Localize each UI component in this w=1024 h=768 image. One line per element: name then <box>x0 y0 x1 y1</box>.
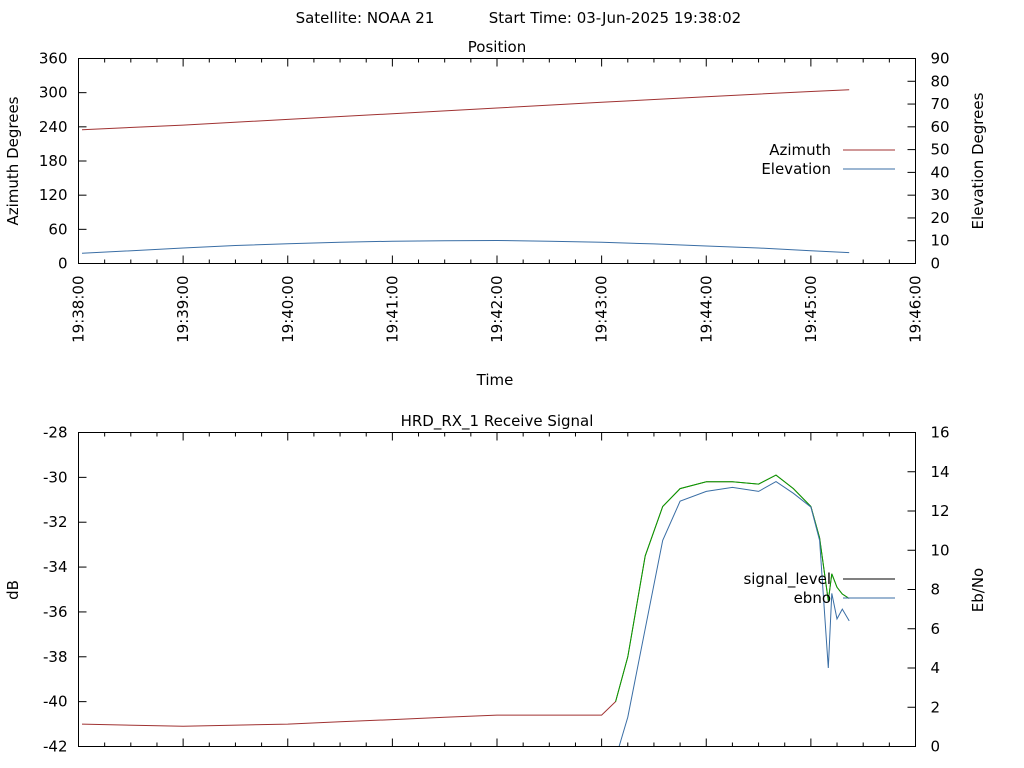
signal-chart-title: HRD_RX_1 Receive Signal <box>401 412 594 431</box>
series-line-ebno <box>618 481 850 747</box>
y2-tick-label: 90 <box>931 50 950 68</box>
y-tick-label: 240 <box>39 118 68 136</box>
start-time-label: Start Time: 03-Jun-2025 19:38:02 <box>489 9 741 27</box>
position-chart-y2-axis-label: Elevation Degrees <box>969 92 987 229</box>
y-tick-label: -28 <box>43 424 68 442</box>
y-tick-label: 0 <box>58 255 68 273</box>
signal-chart-y2-axis-label: Eb/No <box>969 568 987 612</box>
y2-tick-label: 60 <box>931 118 950 136</box>
y-tick-label: 180 <box>39 152 68 170</box>
position-chart: Position Time Azimuth Degrees Elevation … <box>4 38 987 389</box>
legend-label-elevation: Elevation <box>761 160 831 178</box>
position-chart-frame <box>78 58 916 264</box>
series-line-azimuth <box>81 89 850 131</box>
x-tick-label: 19:39:00 <box>174 276 192 343</box>
x-tick-label: 19:43:00 <box>593 276 611 343</box>
y2-tick-label: 2 <box>931 698 941 716</box>
position-chart-series <box>81 89 850 254</box>
legend-label-ebno: ebno <box>794 589 831 607</box>
position-chart-ticks: 19:38:00 19:39:00 19:40:00 19:41:00 19:42:00… <box>39 50 950 343</box>
y2-tick-label: 70 <box>931 95 950 113</box>
y2-tick-label: 30 <box>931 186 950 204</box>
y-tick-label: -42 <box>43 738 68 756</box>
x-tick-label: 19:42:00 <box>488 276 506 343</box>
y-tick-label: -30 <box>43 468 68 486</box>
y-tick-label: -32 <box>43 513 68 531</box>
x-tick-label: 19:38:00 <box>70 276 88 343</box>
x-tick-label: 19:40:00 <box>279 276 297 343</box>
y2-tick-label: 0 <box>931 255 941 273</box>
y2-tick-label: 16 <box>931 424 950 442</box>
position-chart-title: Position <box>468 38 526 56</box>
signal-chart-ticks: -42 -40 -38 -36 -34 -32 -30 -28 0 2 4 6 8 10 12 14 16 <box>43 424 950 756</box>
y-tick-label: 300 <box>39 84 68 102</box>
series-line-signal-level-high <box>615 474 850 702</box>
y2-tick-label: 4 <box>931 659 941 677</box>
y-tick-label: -36 <box>43 603 68 621</box>
legend-label-signal-level: signal_level <box>743 570 831 589</box>
y2-tick-label: 50 <box>931 141 950 159</box>
x-tick-label: 19:46:00 <box>907 276 925 343</box>
x-tick-label: 19:41:00 <box>383 276 401 343</box>
y-tick-label: -40 <box>43 693 68 711</box>
y-tick-label: -38 <box>43 648 68 666</box>
x-tick-label: 19:45:00 <box>802 276 820 343</box>
y2-tick-label: 8 <box>931 581 941 599</box>
y2-tick-label: 80 <box>931 72 950 90</box>
y2-tick-label: 12 <box>931 502 950 520</box>
y2-tick-label: 20 <box>931 209 950 227</box>
series-line-elevation <box>81 239 850 254</box>
y2-tick-label: 40 <box>931 163 950 181</box>
signal-chart-y-axis-label: dB <box>4 580 22 600</box>
position-chart-y-axis-label: Azimuth Degrees <box>4 96 22 225</box>
satellite-label: Satellite: NOAA 21 <box>296 9 435 27</box>
position-chart-x-axis-label: Time <box>476 371 514 389</box>
y-tick-label: -34 <box>43 558 68 576</box>
x-tick-label: 19:44:00 <box>697 276 715 343</box>
y2-tick-label: 10 <box>931 232 950 250</box>
y2-tick-label: 0 <box>931 738 941 756</box>
y2-tick-label: 14 <box>931 463 950 481</box>
series-line-signal-level <box>81 474 850 727</box>
y2-tick-label: 6 <box>931 620 941 638</box>
legend-label-azimuth: Azimuth <box>769 141 831 159</box>
signal-chart-series <box>81 474 850 747</box>
signal-chart-frame <box>78 432 916 747</box>
y-tick-label: 360 <box>39 50 68 68</box>
y2-tick-label: 10 <box>931 541 950 559</box>
y-tick-label: 120 <box>39 186 68 204</box>
signal-chart: HRD_RX_1 Receive Signal dB Eb/No -42-40-… <box>4 412 987 756</box>
y-tick-label: 60 <box>48 220 67 238</box>
